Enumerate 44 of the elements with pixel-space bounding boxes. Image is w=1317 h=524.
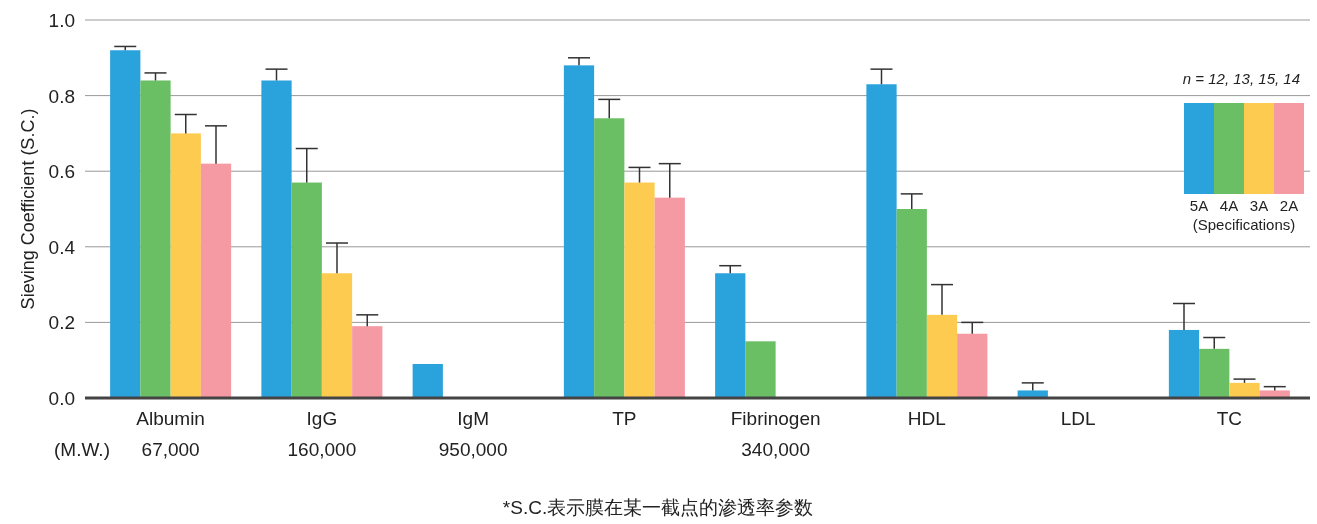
bar bbox=[352, 326, 383, 398]
bar bbox=[1229, 382, 1260, 398]
bar bbox=[1199, 348, 1230, 398]
bar bbox=[866, 84, 897, 398]
bar bbox=[291, 182, 322, 398]
bar bbox=[1168, 329, 1200, 398]
y-tick-label: 0.6 bbox=[48, 161, 75, 183]
bar bbox=[412, 363, 443, 398]
x-tick-label: IgG 160,000 bbox=[287, 408, 357, 460]
bar bbox=[594, 118, 625, 398]
bar bbox=[261, 80, 292, 398]
bar bbox=[715, 273, 746, 398]
text: *S.C.表示膜在某一截点的渗透率参数 bbox=[502, 497, 814, 518]
bar bbox=[926, 314, 958, 398]
bar bbox=[896, 209, 927, 398]
y-tick-label: 0.2 bbox=[48, 312, 75, 334]
x-tick-label: Albumin 67,000 bbox=[136, 408, 205, 460]
x-tick-label: LDL bbox=[1060, 408, 1096, 429]
bar bbox=[563, 65, 595, 398]
y-tick-label: 1.0 bbox=[48, 10, 75, 31]
x-tick-label: TC bbox=[1216, 408, 1243, 429]
text: (M.W.) bbox=[54, 439, 110, 460]
y-tick-label: 0.0 bbox=[48, 388, 75, 409]
bar bbox=[1017, 390, 1048, 398]
legend: 5A 4A 3A 2A (Specifications) bbox=[1184, 103, 1304, 233]
legend-title: (Specifications) bbox=[1192, 216, 1296, 233]
y-tick-label: 0.8 bbox=[48, 85, 75, 107]
x-tick-label: HDL bbox=[907, 408, 946, 429]
bar bbox=[1259, 390, 1290, 398]
bar bbox=[170, 133, 201, 398]
bar bbox=[654, 197, 685, 398]
y-axis-title: Sieving Coefficient (S.C.) bbox=[18, 108, 38, 310]
x-tick-label: Fibrinogen 340,000 bbox=[730, 408, 821, 460]
bar bbox=[140, 80, 171, 398]
bar bbox=[745, 341, 776, 398]
x-tick-label: IgM 950,000 bbox=[438, 408, 508, 460]
bar bbox=[624, 182, 655, 398]
annotation: n = 12, 13, 15, 14 bbox=[1182, 70, 1300, 87]
x-tick-label: TP bbox=[612, 408, 637, 429]
bar bbox=[200, 163, 232, 398]
bar bbox=[957, 333, 988, 398]
bar bbox=[321, 273, 353, 398]
y-tick-label: 0.4 bbox=[48, 236, 76, 258]
bar bbox=[110, 50, 141, 398]
